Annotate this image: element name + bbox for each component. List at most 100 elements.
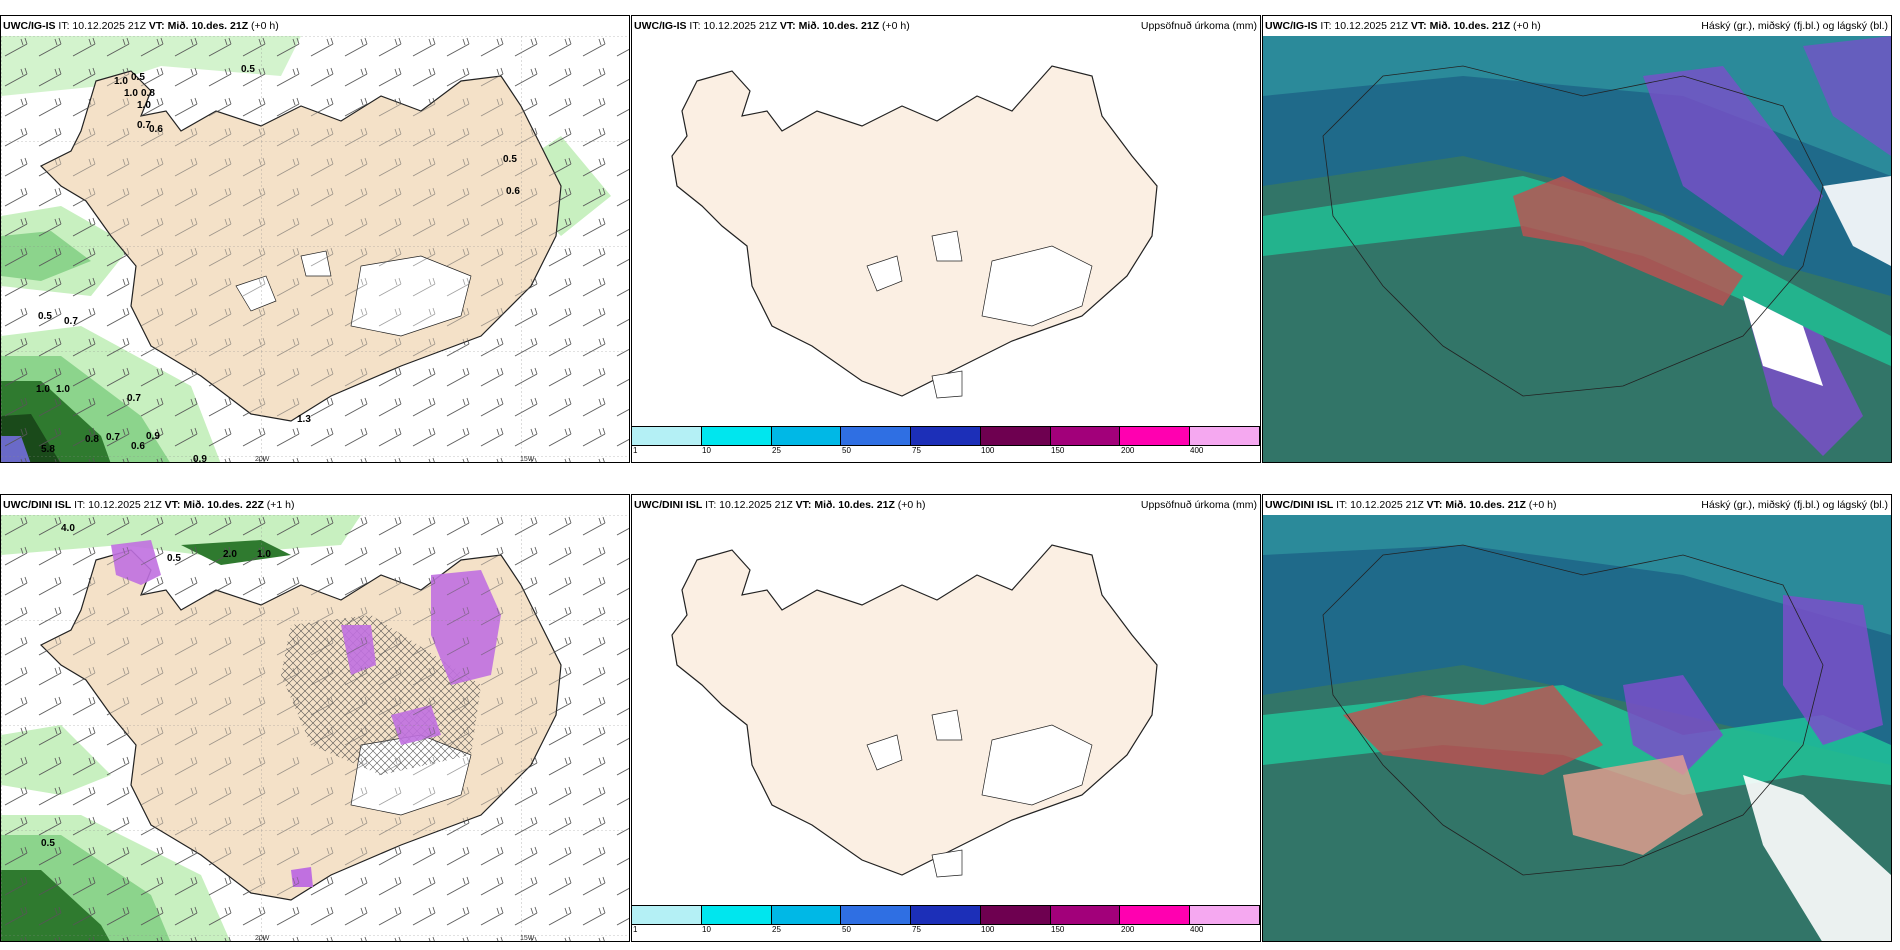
- map-canvas: [1, 515, 629, 941]
- cloud-cover-panel-bottom: UWC/DINI ISL IT: 10.12.2025 21Z VT: Mið.…: [1262, 494, 1892, 942]
- contour-label: 5.8: [41, 444, 55, 455]
- init-time: IT: 10.12.2025 21Z: [55, 20, 149, 32]
- colorbar-swatch: [980, 906, 1051, 924]
- valid-time: Mið. 10.des. 21Z: [814, 499, 895, 511]
- precip-map: [632, 515, 1260, 901]
- colorbar-label: 100: [981, 925, 995, 934]
- colorbar-swatch: [1050, 906, 1121, 924]
- model-name: UWC/IG-IS: [1265, 20, 1318, 32]
- colorbar-swatch: [1120, 906, 1191, 924]
- colorbar-label: 10: [702, 925, 711, 934]
- colorbar-swatch: [771, 906, 842, 924]
- valid-time-label: VT:: [164, 499, 181, 511]
- wind-precip-map-panel-top: UWC/IG-IS IT: 10.12.2025 21Z VT: Mið. 10…: [0, 15, 630, 463]
- contour-label: 0.6: [149, 124, 163, 135]
- contour-label: 0.6: [506, 186, 520, 197]
- valid-time-label: VT:: [148, 20, 165, 32]
- init-time: IT: 10.12.2025 21Z: [71, 499, 165, 511]
- init-time: IT: 10.12.2025 21Z: [702, 499, 796, 511]
- valid-time: Mið. 10.des. 22Z: [183, 499, 264, 511]
- colorbar-label: 200: [1121, 925, 1135, 934]
- lead-time: (+0 h): [1510, 20, 1541, 32]
- valid-time: Mið. 10.des. 21Z: [167, 20, 249, 32]
- contour-label: 0.7: [106, 432, 120, 443]
- contour-label: 1.0: [257, 549, 271, 560]
- contour-label: 2.0: [223, 549, 237, 560]
- colorbar-swatch: [632, 427, 702, 445]
- contour-label: 0.5: [241, 64, 255, 75]
- contour-label: 1.0: [137, 100, 151, 111]
- valid-time: Mið. 10.des. 21Z: [1445, 499, 1526, 511]
- wind-precip-map: 0.5 1.0 0.5 1.0 0.8 1.0 0.7 0.6 0.5 0.6 …: [1, 36, 629, 462]
- model-name: UWC/DINI ISL: [3, 499, 72, 511]
- colorbar-swatch: [911, 427, 981, 445]
- map-canvas: [632, 515, 1260, 901]
- colorbar-swatches: [632, 426, 1260, 446]
- colorbar-label: 150: [1051, 446, 1065, 455]
- init-time: IT: 10.12.2025 21Z: [1333, 499, 1427, 511]
- map-canvas: [632, 36, 1260, 422]
- accumulated-precip-panel-bottom: UWC/DINI ISL IT: 10.12.2025 21Z VT: Mið.…: [631, 494, 1261, 942]
- colorbar-label: 100: [981, 446, 995, 455]
- panel-header: UWC/IG-IS IT: 10.12.2025 21Z VT: Mið. 10…: [632, 16, 1260, 36]
- accumulated-precip-panel-top: UWC/IG-IS IT: 10.12.2025 21Z VT: Mið. 10…: [631, 15, 1261, 463]
- valid-time-label: VT:: [795, 499, 812, 511]
- contour-label: 0.8: [141, 88, 155, 99]
- contour-label: 4.0: [61, 523, 75, 534]
- cloud-map: [1263, 515, 1891, 941]
- colorbar-label: 1: [633, 925, 638, 934]
- panel-title: Uppsöfnuð úrkoma (mm): [1140, 499, 1257, 511]
- colorbar-swatch: [771, 427, 842, 445]
- model-name: UWC/IG-IS: [3, 20, 56, 32]
- colorbar-labels: 1 10 25 50 75 100 150 200 400: [632, 925, 1260, 937]
- colorbar-swatch: [1120, 427, 1191, 445]
- contour-label: 0.5: [503, 154, 517, 165]
- valid-time: Mið. 10.des. 21Z: [1429, 20, 1511, 32]
- model-name: UWC/DINI ISL: [634, 499, 703, 511]
- contour-label: 1.0: [56, 384, 70, 395]
- lon-label: 20W: [255, 935, 270, 942]
- colorbar-swatch: [1190, 427, 1260, 445]
- init-time: IT: 10.12.2025 21Z: [1317, 20, 1411, 32]
- wind-precip-map: 4.0 2.0 1.0 0.5 0.5 20W 15W: [1, 515, 629, 942]
- map-canvas: [1263, 36, 1891, 462]
- panel-title: Háský (gr.), miðský (fj.bl.) og lágský (…: [1701, 499, 1888, 511]
- contour-label: 0.7: [137, 120, 151, 131]
- colorbar-swatch: [980, 427, 1051, 445]
- colorbar-label: 150: [1051, 925, 1065, 934]
- panel-header: UWC/IG-IS IT: 10.12.2025 21Z VT: Mið. 10…: [1263, 16, 1891, 36]
- colorbar-swatch: [841, 427, 912, 445]
- colorbar-swatch: [841, 906, 912, 924]
- colorbar-swatch: [1050, 427, 1121, 445]
- colorbar-swatch: [1190, 906, 1260, 924]
- colorbar-label: 400: [1190, 446, 1204, 455]
- colorbar-label: 75: [912, 925, 921, 934]
- contour-label: 0.5: [38, 311, 52, 322]
- lead-time: (+0 h): [879, 20, 910, 32]
- map-canvas: [1, 36, 629, 462]
- colorbar-swatch: [701, 427, 772, 445]
- contour-label: 1.0: [36, 384, 50, 395]
- colorbar-label: 1: [633, 446, 638, 455]
- contour-label: 0.7: [127, 393, 141, 404]
- panel-title: Uppsöfnuð úrkoma (mm): [1140, 20, 1257, 32]
- colorbar-label: 25: [772, 446, 781, 455]
- colorbar-swatches: [632, 905, 1260, 925]
- colorbar-swatch: [701, 906, 772, 924]
- map-canvas: [1263, 515, 1891, 941]
- colorbar-labels: 1 10 25 50 75 100 150 200 400: [632, 446, 1260, 458]
- colorbar-swatch: [632, 906, 702, 924]
- colorbar-label: 10: [702, 446, 711, 455]
- contour-label: 0.5: [41, 838, 55, 849]
- contour-label: 0.6: [131, 441, 145, 452]
- contour-label: 0.9: [146, 431, 160, 442]
- contour-label: 0.7: [64, 316, 78, 327]
- lead-time: (+0 h): [248, 20, 279, 32]
- colorbar-label: 400: [1190, 925, 1204, 934]
- colorbar: 1 10 25 50 75 100 150 200 400: [632, 905, 1260, 937]
- contour-label: 1.0: [114, 76, 128, 87]
- panel-title: Háský (gr.), miðský (fj.bl.) og lágský (…: [1701, 20, 1888, 32]
- contour-label: 0.8: [85, 434, 99, 445]
- colorbar-label: 200: [1121, 446, 1135, 455]
- contour-label: 0.5: [131, 72, 145, 83]
